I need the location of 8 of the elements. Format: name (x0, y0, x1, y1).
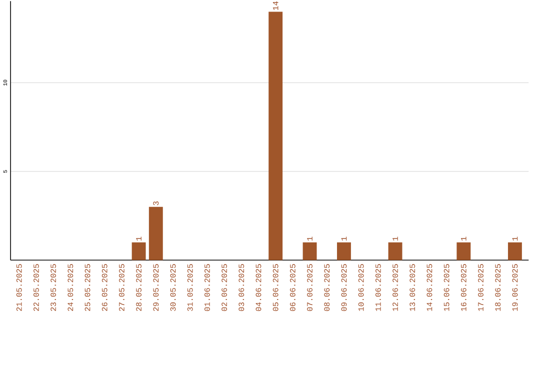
bar (388, 242, 402, 260)
bar (132, 242, 146, 260)
bar (268, 12, 283, 260)
bar (148, 206, 163, 260)
bar (508, 242, 522, 260)
bar (336, 242, 351, 260)
bar (302, 242, 317, 260)
bar (456, 242, 471, 260)
